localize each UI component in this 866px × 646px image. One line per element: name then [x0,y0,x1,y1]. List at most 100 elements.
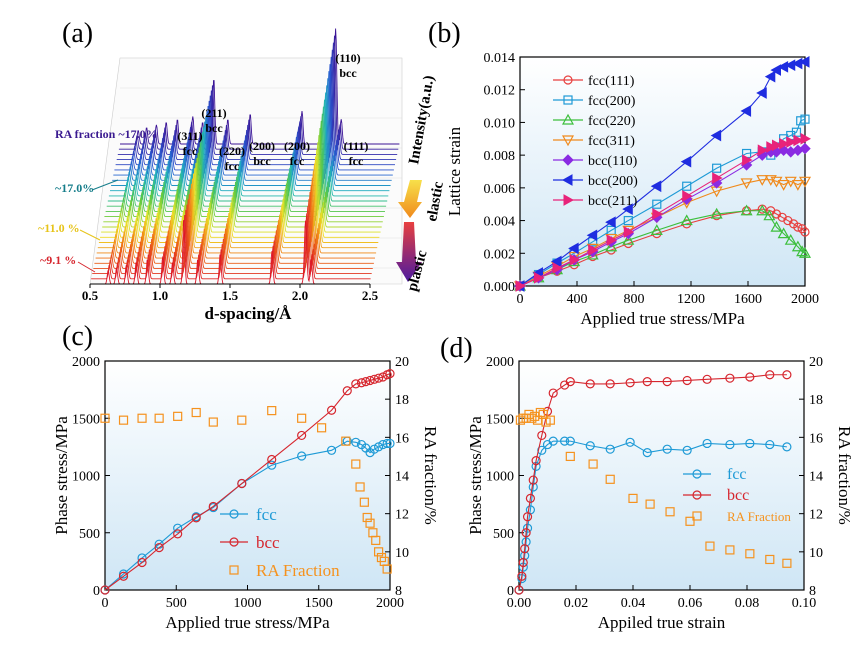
legend-item: fcc(220) [553,113,636,129]
data-point [267,454,277,465]
spectrum-trace [96,177,377,254]
data-point [606,234,618,247]
data-point [784,59,796,72]
y-axis: 0 500 1000 1500 2000 [72,355,110,599]
data-point [191,513,201,523]
data-point [764,70,776,83]
data-point [267,460,277,470]
data-point [793,222,803,232]
spectrum-trace [112,78,392,181]
data-point [100,413,110,423]
x-tick-label: 0 [517,292,524,307]
legend-marker [563,75,573,85]
y-tick-label: 0.004 [484,215,516,230]
data-point [642,448,652,458]
data-point [374,442,384,452]
x-axis: 0 400 800 1200 1600 2000 [517,281,819,307]
series-line [104,440,390,591]
data-point [756,204,769,216]
legend-item: fcc(311) [553,134,635,149]
data-point [705,541,715,551]
y-axis: 0 500 1000 1500 2000 [486,355,524,599]
data-point [137,557,147,568]
y-axis-label: Phase stress/MPa [52,416,71,535]
x-axis: 0.00 0.02 0.04 0.06 0.08 0.10 [507,585,816,611]
peak-label: (211)bcc [201,106,226,135]
data-point [361,377,371,387]
y-tick-label: 0.002 [484,247,516,262]
spectrum-trace [106,113,387,207]
spectrum-trace [100,156,380,238]
data-point [534,271,545,284]
x-tick-label: 1000 [234,596,262,611]
legend: fcc bcc RA Fraction [220,505,340,580]
y2-axis-label: RA fraction/% [421,426,440,525]
data-point [745,438,755,449]
data-point [770,64,781,76]
data-point [777,60,789,73]
panel-a-xlabel: d-spacing/Å [205,304,293,323]
data-point [369,444,379,454]
data-point [652,199,662,209]
x-tick-label: 800 [624,292,645,307]
data-point [702,374,712,384]
data-point [551,255,562,268]
data-point [800,227,810,237]
peak-phase: bcc [253,154,271,168]
y-tick-label: 0 [93,584,100,599]
y2-tick-label: 12 [809,508,823,523]
peak-hkl: (200) [284,139,310,153]
peak-hkl: (211) [201,106,226,120]
legend-marker [229,565,239,575]
series-bcc-200- [513,56,810,292]
x-tick-label: 1.5 [222,288,239,303]
legend-label: bcc [727,487,749,504]
y-axis-label: Phase stress/MPa [466,416,485,535]
data-point [742,154,753,166]
data-point [712,163,722,173]
x-tick-label: 1500 [305,596,333,611]
data-point [545,415,555,425]
x-tick-label: 0.00 [507,596,532,611]
spectrum-trace [91,213,371,280]
plot-background [519,361,804,590]
data-point [548,436,558,446]
data-point [710,129,722,142]
data-point [791,240,804,252]
y-tick-label: 0.000 [484,280,516,295]
plot-background [520,57,805,286]
data-point [378,372,388,382]
y-tick-label: 1000 [486,470,514,485]
spectrum-trace [120,28,400,145]
panel-b-label: (b) [428,18,461,49]
spectrum-trace [107,106,388,202]
data-point [784,233,797,245]
panel-d-label: (d) [440,333,473,364]
x-tick-label: 0 [102,596,109,611]
legend-item: RA Fraction [229,561,340,580]
y-tick-label: 500 [79,527,100,542]
annotation-ra-fraction: RA fraction ~17.0% [55,127,158,141]
panel-a: (a) 0.5 1.0 1.5 2.0 2.5 d-spacing/Å (110)bcc… [38,18,447,323]
data-point [685,516,695,526]
data-point [585,379,595,389]
panel-c: (c) 0 500 1000 1500 200005001000150020008101… [52,321,440,632]
data-point [514,585,524,595]
data-point [522,523,533,533]
y2-tick-label: 18 [395,393,409,408]
legend-item: bcc(200) [553,174,638,189]
data-point [777,227,790,239]
data-point [537,430,547,441]
legend-item: fcc [220,505,277,524]
annotation-pointer [79,229,101,241]
legend-label: bcc(200) [588,174,638,189]
data-point [745,549,755,559]
spectrum-trace [114,64,394,171]
peak-hkl: (220) [219,144,245,158]
data-point [682,190,693,202]
data-point [552,262,564,274]
data-point [605,240,618,252]
data-point [118,571,129,581]
series-line [104,373,391,591]
annotation-9: ~9.1 % [40,253,76,267]
